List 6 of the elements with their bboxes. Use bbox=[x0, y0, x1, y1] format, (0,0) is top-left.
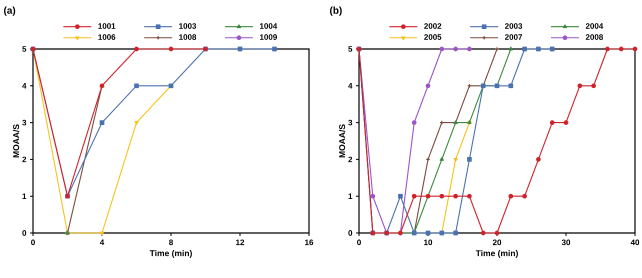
y-axis-title: MOAA/S bbox=[12, 124, 20, 158]
chart-title: (b) bbox=[330, 6, 342, 16]
x-axis-title: Time (min) bbox=[150, 250, 192, 258]
y-axis-title: MOAA/S bbox=[338, 124, 346, 158]
chart-title: (a) bbox=[4, 6, 16, 16]
x-axis-title: Time (min) bbox=[476, 250, 518, 258]
